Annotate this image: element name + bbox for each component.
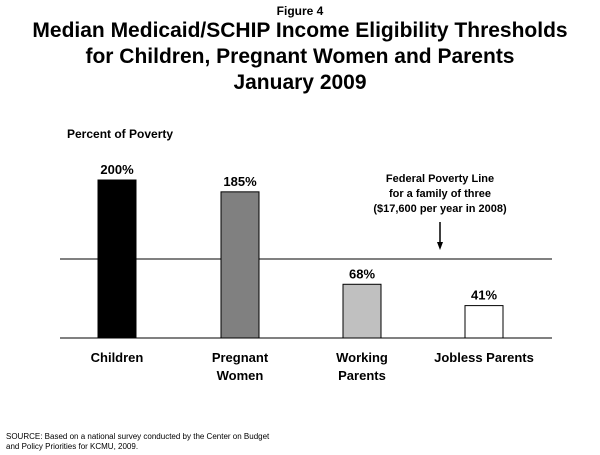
y-axis-label: Percent of Poverty (67, 127, 174, 141)
source-note: SOURCE: Based on a national survey condu… (6, 432, 426, 452)
figure-label: Figure 4 (276, 4, 324, 18)
chart-title-line-3: January 2009 (233, 71, 367, 94)
chart-title: Median Medicaid/SCHIP Income Eligibility… (0, 18, 600, 96)
chart-title-line-2: for Children, Pregnant Women and Parents (85, 45, 515, 68)
poverty-line-annotation-1: for a family of three (389, 188, 491, 200)
bar-2 (342, 283, 382, 339)
bar-value-label-3: 41% (471, 288, 497, 303)
bar-3 (464, 305, 504, 339)
poverty-line-annotation-2: ($17,600 per year in 2008) (373, 203, 507, 215)
source-line-1: SOURCE: Based on a national survey condu… (6, 432, 270, 441)
category-label-3-0: Jobless Parents (434, 350, 534, 365)
bar-chart: 200% Children 185% Pregnant Women 68% Working P… (60, 162, 552, 383)
source-line-2: and Policy Priorities for KCMU, 2009. (6, 442, 139, 451)
category-label-2-0: Working (336, 350, 388, 365)
category-label-0-0: Children (91, 350, 144, 365)
poverty-line-annotation-0: Federal Poverty Line (386, 173, 494, 185)
chart-title-line-1: Median Medicaid/SCHIP Income Eligibility… (32, 19, 568, 42)
category-label-2-1: Parents (338, 368, 386, 383)
bar-value-label-0: 200% (100, 162, 134, 177)
category-label-1-0: Pregnant (212, 350, 269, 365)
annotation-arrow-head (437, 242, 443, 250)
category-label-1-1: Women (217, 368, 264, 383)
bar-1 (220, 191, 260, 339)
bar-value-label-1: 185% (223, 174, 257, 189)
bar-0 (97, 179, 137, 339)
bar-value-label-2: 68% (349, 266, 375, 281)
